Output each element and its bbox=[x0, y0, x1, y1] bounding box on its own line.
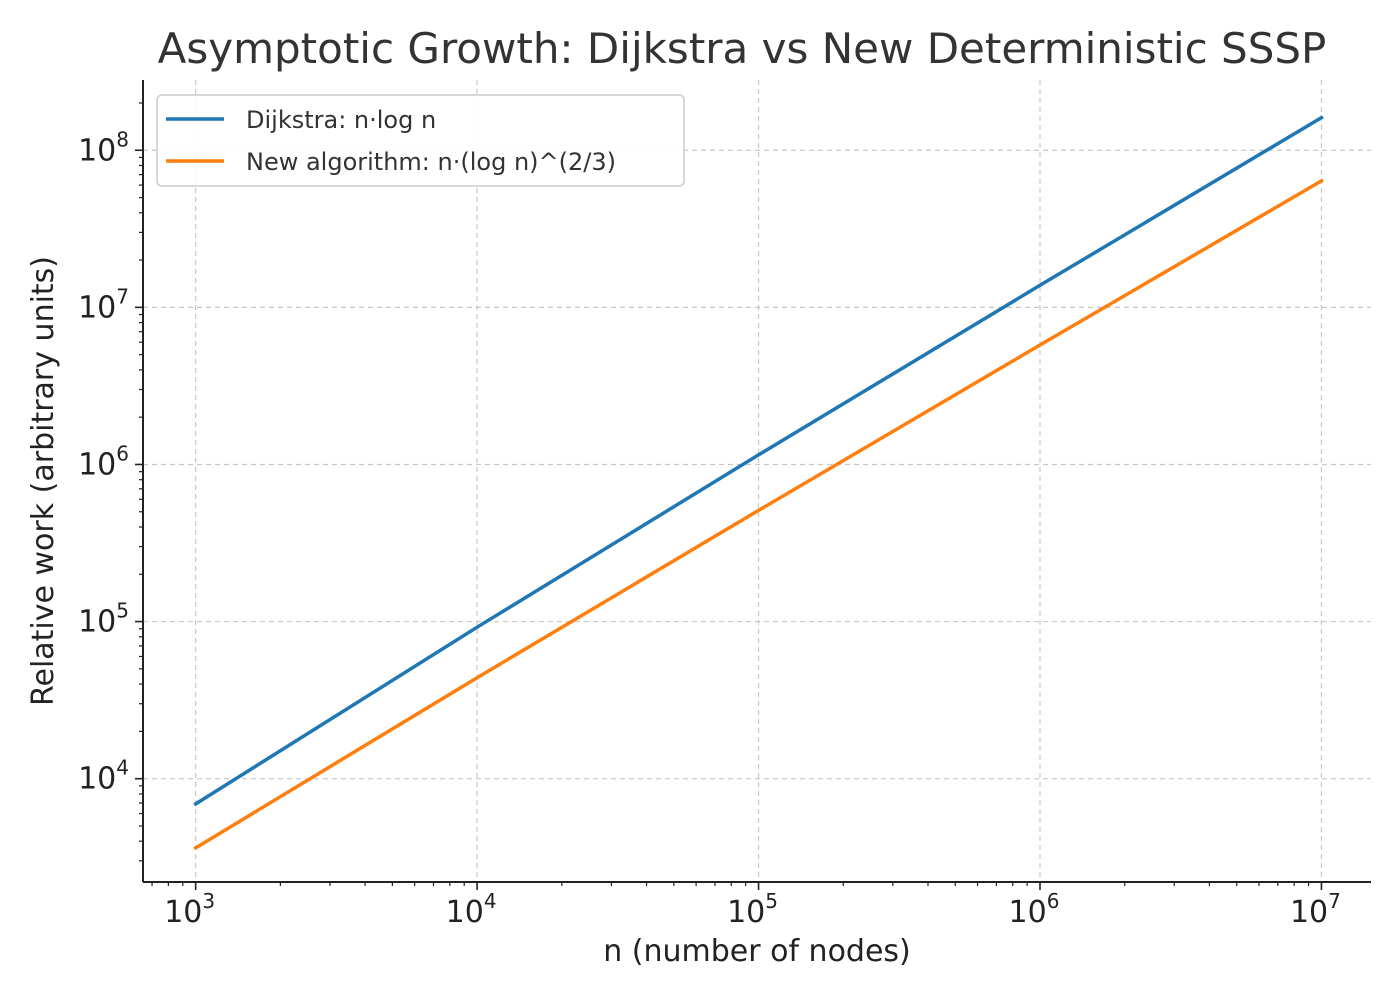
legend-frame bbox=[156, 94, 685, 187]
x-tick-label: 104 bbox=[446, 889, 497, 930]
y-tick-label: 107 bbox=[78, 284, 129, 325]
axes bbox=[142, 80, 1371, 883]
series-line-dijkstra bbox=[193, 115, 1324, 807]
plot-area bbox=[193, 115, 1324, 851]
y-tick-base: 10 bbox=[78, 447, 116, 482]
x-axis-ticks: 103 104 105 106 107 bbox=[151, 882, 1341, 930]
chart-title: Asymptotic Growth: Dijkstra vs New Deter… bbox=[158, 24, 1327, 73]
x-tick-exponent: 5 bbox=[765, 889, 778, 913]
x-tick-label: 105 bbox=[727, 889, 778, 930]
y-tick-base: 10 bbox=[78, 133, 116, 168]
y-tick-label: 106 bbox=[78, 441, 129, 482]
y-tick-exponent: 7 bbox=[116, 284, 129, 308]
y-tick-base: 10 bbox=[78, 290, 116, 325]
x-tick-label: 107 bbox=[1290, 889, 1341, 930]
y-tick-exponent: 6 bbox=[116, 441, 129, 465]
x-tick-base: 10 bbox=[446, 895, 484, 930]
y-tick-exponent: 4 bbox=[116, 756, 129, 780]
x-tick-base: 10 bbox=[727, 895, 765, 930]
y-tick-exponent: 5 bbox=[116, 599, 129, 623]
x-tick-exponent: 6 bbox=[1047, 889, 1060, 913]
y-tick-base: 10 bbox=[78, 605, 116, 640]
x-tick-base: 10 bbox=[1009, 895, 1047, 930]
y-tick-exponent: 8 bbox=[116, 127, 129, 151]
y-tick-base: 10 bbox=[78, 762, 116, 797]
legend-label-dijkstra: Dijkstra: n·log n bbox=[246, 106, 436, 134]
x-tick-exponent: 4 bbox=[484, 889, 497, 913]
y-axis-label: Relative work (arbitrary units) bbox=[26, 256, 61, 706]
legend-label-new-algorithm: New algorithm: n·(log n)^(2/3) bbox=[246, 148, 616, 176]
y-tick-label: 108 bbox=[78, 127, 129, 168]
series-line-new-algorithm bbox=[193, 178, 1324, 851]
legend: Dijkstra: n·log n New algorithm: n·(log n… bbox=[156, 94, 685, 187]
y-tick-label: 105 bbox=[78, 599, 129, 640]
grid bbox=[143, 80, 1371, 882]
x-tick-label: 103 bbox=[164, 889, 215, 930]
y-tick-label: 104 bbox=[78, 756, 129, 797]
x-tick-exponent: 7 bbox=[1328, 889, 1341, 913]
x-tick-base: 10 bbox=[164, 895, 202, 930]
x-tick-base: 10 bbox=[1290, 895, 1328, 930]
x-tick-exponent: 3 bbox=[202, 889, 215, 913]
x-axis-label: n (number of nodes) bbox=[603, 934, 911, 969]
x-tick-label: 106 bbox=[1009, 889, 1060, 930]
